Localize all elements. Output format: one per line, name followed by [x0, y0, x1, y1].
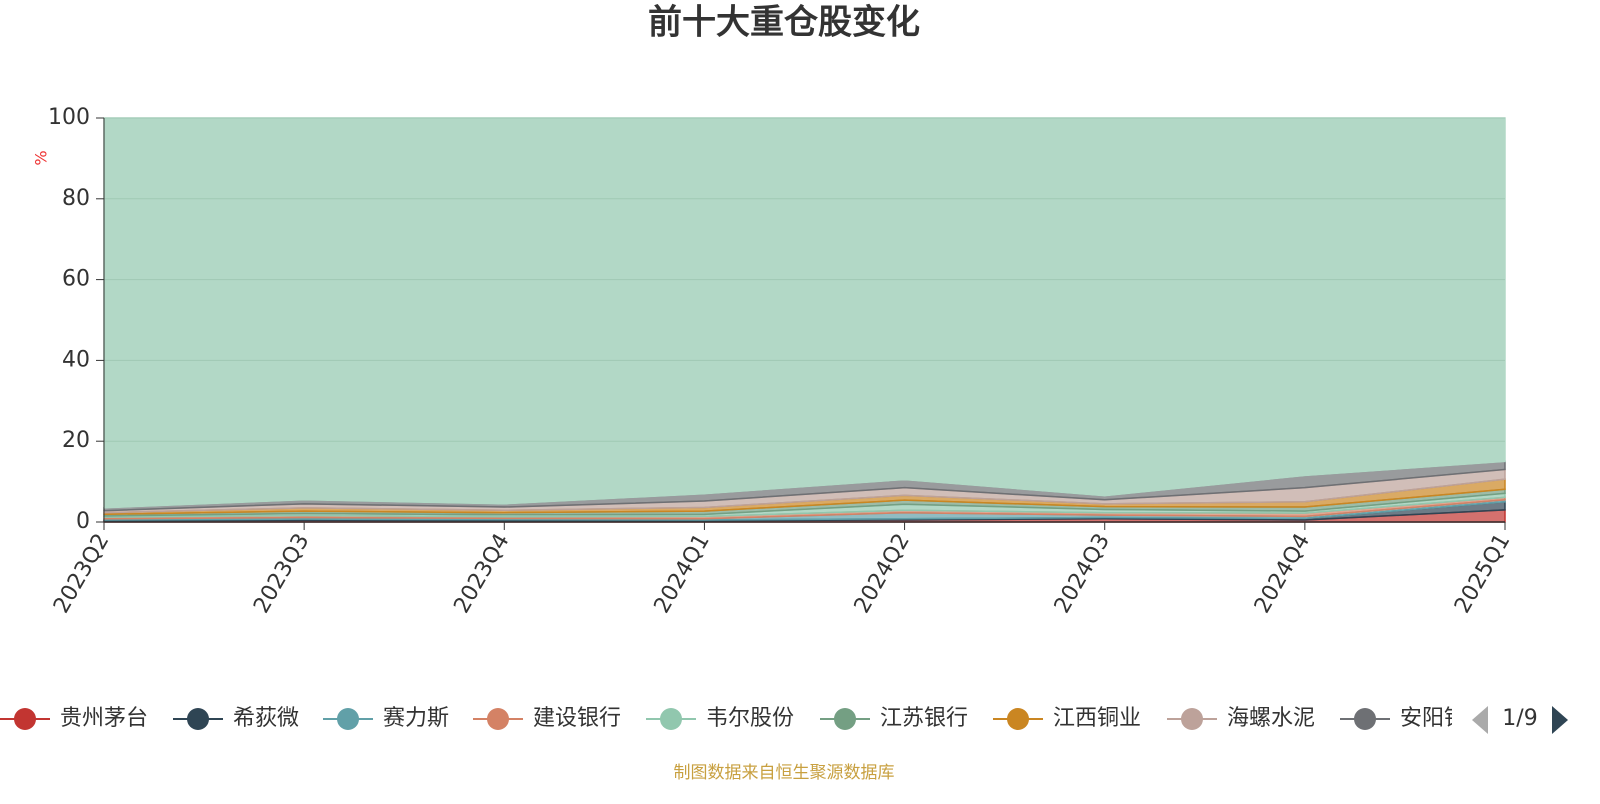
x-tick-label: 2023Q2 — [49, 530, 114, 618]
legend-item[interactable]: 江苏银行 — [820, 706, 968, 731]
legend-item[interactable]: 建设银行 — [473, 706, 621, 731]
legend-label: 安阳钢铁 — [1400, 706, 1488, 731]
y-tick-label: 40 — [62, 347, 90, 372]
y-tick-label: 100 — [48, 105, 90, 130]
x-tick-label: 2024Q1 — [650, 530, 715, 618]
legend-label: 建设银行 — [533, 706, 621, 731]
legend-next[interactable] — [1552, 706, 1568, 734]
source-note: 制图数据来自恒生聚源数据库 — [674, 763, 895, 783]
x-tick-label: 2024Q2 — [850, 530, 915, 618]
legend-label: 海螺水泥 — [1227, 706, 1315, 731]
legend-marker — [487, 708, 509, 730]
legend-item[interactable]: 韦尔股份 — [646, 706, 794, 731]
x-tick-label: 2023Q4 — [449, 530, 514, 618]
legend-item[interactable]: 海螺水泥 — [1167, 706, 1315, 731]
legend-page: 1/9 — [1502, 706, 1537, 731]
legend: 贵州茅台 希荻微 赛力斯 建设银行 韦尔股份 江苏银行 江西铜业 海螺水泥 安阳钢铁 — [0, 706, 1488, 731]
legend-marker — [1181, 708, 1203, 730]
y-tick-label: 80 — [62, 186, 90, 211]
y-axis-label: % — [32, 150, 51, 165]
legend-item[interactable]: 安阳钢铁 — [1340, 706, 1488, 731]
legend-label: 韦尔股份 — [706, 706, 794, 731]
y-tick-label: 20 — [62, 428, 90, 453]
x-tick-label: 2024Q3 — [1050, 530, 1115, 618]
legend-marker — [187, 708, 209, 730]
legend-marker — [1354, 708, 1376, 730]
x-tick-label: 2023Q3 — [249, 530, 314, 618]
legend-label: 贵州茅台 — [60, 706, 148, 731]
x-tick-label: 2024Q4 — [1250, 530, 1315, 618]
y-tick-label: 0 — [76, 509, 90, 534]
legend-marker — [660, 708, 682, 730]
legend-label: 赛力斯 — [383, 706, 449, 731]
legend-marker — [337, 708, 359, 730]
y-tick-label: 60 — [62, 267, 90, 292]
plot: 0 20 40 60 80 100 2023Q2 2023Q3 2023Q4 2024Q1 2024… — [48, 105, 1515, 618]
legend-marker — [14, 708, 36, 730]
legend-marker — [1007, 708, 1029, 730]
legend-item[interactable]: 贵州茅台 — [0, 706, 148, 731]
legend-item[interactable]: 希荻微 — [173, 706, 299, 731]
legend-prev[interactable] — [1472, 706, 1488, 734]
chart-title: 前十大重仓股变化 — [648, 3, 920, 43]
legend-item[interactable]: 江西铜业 — [993, 706, 1141, 731]
area — [103, 117, 1506, 509]
legend-label: 江苏银行 — [880, 706, 968, 731]
legend-label: 希荻微 — [233, 706, 299, 731]
legend-marker — [834, 708, 856, 730]
x-tick-label: 2025Q1 — [1450, 530, 1515, 618]
legend-item[interactable]: 赛力斯 — [323, 706, 449, 731]
legend-label: 江西铜业 — [1053, 706, 1141, 731]
